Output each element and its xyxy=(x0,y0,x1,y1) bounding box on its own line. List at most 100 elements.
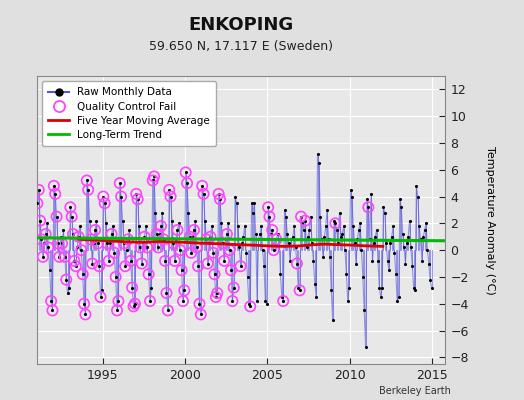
Point xyxy=(327,287,335,294)
Point xyxy=(225,247,234,253)
Point xyxy=(219,240,227,247)
Point xyxy=(201,218,209,224)
Point xyxy=(272,236,280,243)
Point xyxy=(188,234,196,240)
Point xyxy=(304,234,312,240)
Point xyxy=(316,214,324,220)
Point xyxy=(63,290,72,296)
Point xyxy=(94,240,102,247)
Point xyxy=(170,258,179,264)
Point xyxy=(356,220,364,226)
Point xyxy=(228,298,236,304)
Point xyxy=(140,234,149,240)
Point xyxy=(280,207,289,213)
Point xyxy=(151,210,160,216)
Point xyxy=(51,191,59,197)
Point xyxy=(90,240,98,247)
Point xyxy=(127,258,135,264)
Point xyxy=(129,303,138,310)
Point xyxy=(301,218,309,224)
Point xyxy=(59,227,68,233)
Point xyxy=(183,180,191,186)
Point xyxy=(79,271,87,278)
Point xyxy=(62,276,70,283)
Point xyxy=(40,240,48,247)
Point xyxy=(212,294,220,300)
Point xyxy=(367,191,375,197)
Point xyxy=(198,183,206,189)
Point xyxy=(209,250,217,256)
Point xyxy=(322,223,330,229)
Point xyxy=(272,236,280,243)
Point xyxy=(83,177,91,184)
Point xyxy=(264,204,272,210)
Point xyxy=(124,236,132,243)
Point xyxy=(199,191,208,197)
Point xyxy=(291,244,300,251)
Point xyxy=(210,271,219,278)
Point xyxy=(315,160,323,166)
Point xyxy=(117,193,125,200)
Point xyxy=(384,258,392,264)
Point xyxy=(119,240,128,247)
Point xyxy=(185,234,194,240)
Point xyxy=(423,247,432,253)
Point xyxy=(101,200,109,206)
Point xyxy=(413,193,422,200)
Point xyxy=(212,294,220,300)
Point xyxy=(363,196,371,202)
Point xyxy=(202,236,211,243)
Point xyxy=(170,258,179,264)
Point xyxy=(287,236,296,243)
Point xyxy=(87,236,95,243)
Point xyxy=(213,290,222,296)
Point xyxy=(418,258,426,264)
Point xyxy=(239,234,247,240)
Point xyxy=(157,223,165,229)
Point xyxy=(169,240,178,247)
Point xyxy=(220,258,228,264)
Point xyxy=(162,290,171,296)
Point xyxy=(234,223,242,229)
Point xyxy=(161,258,169,264)
Point xyxy=(54,240,62,247)
Point xyxy=(108,223,117,229)
Point xyxy=(154,244,162,251)
Point xyxy=(154,244,162,251)
Point xyxy=(323,207,331,213)
Point xyxy=(224,220,233,226)
Point xyxy=(313,150,322,157)
Point xyxy=(124,236,132,243)
Point xyxy=(326,254,334,260)
Point xyxy=(192,244,201,251)
Point xyxy=(73,244,81,251)
Point xyxy=(51,191,59,197)
Point xyxy=(417,236,425,243)
Point xyxy=(194,263,202,270)
Point xyxy=(408,263,417,270)
Point xyxy=(377,294,385,300)
Point xyxy=(278,294,286,300)
Point xyxy=(404,234,412,240)
Point xyxy=(173,227,182,233)
Point xyxy=(195,300,204,307)
Point xyxy=(37,236,46,243)
Point xyxy=(163,307,172,314)
Point xyxy=(145,271,153,278)
Point xyxy=(402,240,411,247)
Point xyxy=(349,223,357,229)
Point xyxy=(92,218,101,224)
Point xyxy=(401,260,410,267)
Point xyxy=(41,231,50,237)
Point xyxy=(382,240,390,247)
Point xyxy=(80,300,88,307)
Point xyxy=(210,271,219,278)
Point xyxy=(91,227,99,233)
Point xyxy=(146,298,154,304)
Point xyxy=(196,311,205,318)
Point xyxy=(114,298,123,304)
Point xyxy=(289,234,297,240)
Point xyxy=(320,234,329,240)
Point xyxy=(52,214,61,220)
Point xyxy=(192,244,201,251)
